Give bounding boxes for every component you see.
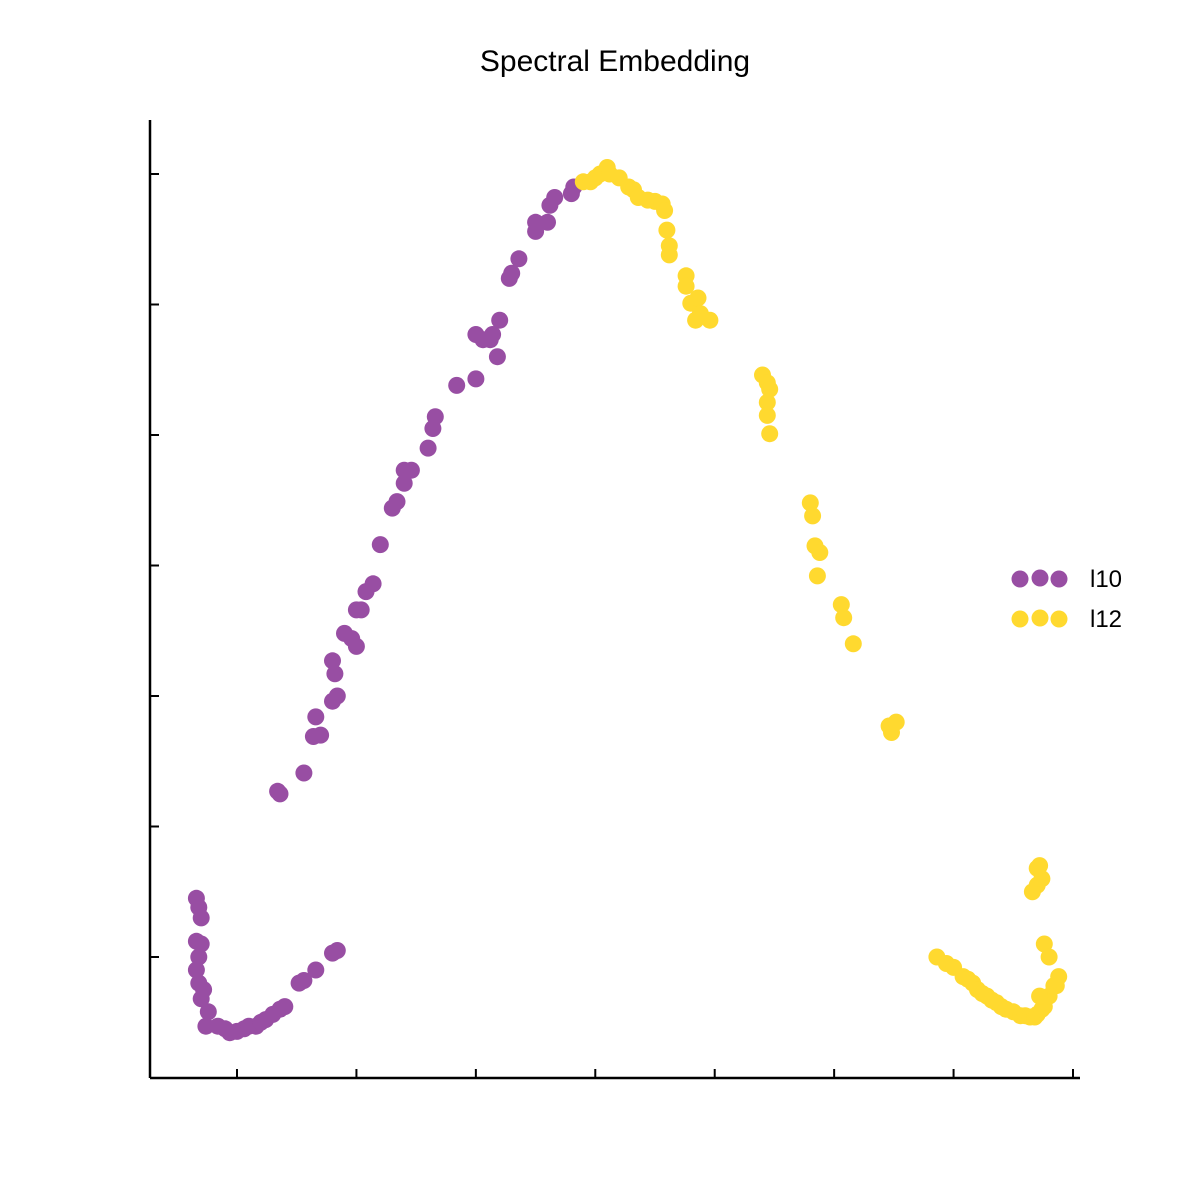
series-l10 — [187, 178, 583, 1042]
legend-marker — [1031, 609, 1049, 627]
data-point — [677, 277, 695, 295]
data-point — [761, 425, 779, 443]
data-point — [190, 948, 208, 966]
data-point — [307, 708, 325, 726]
data-point — [371, 536, 389, 554]
data-point — [658, 221, 676, 239]
data-point — [1040, 948, 1058, 966]
data-point — [419, 439, 437, 457]
data-point — [192, 909, 210, 927]
data-point — [804, 507, 822, 525]
axes — [148, 120, 1080, 1080]
data-point — [488, 348, 506, 366]
data-point — [801, 494, 819, 512]
data-point — [687, 311, 705, 329]
data-point — [660, 246, 678, 264]
data-point — [364, 575, 382, 593]
legend-item-l10: l10 — [1011, 566, 1122, 593]
data-point — [811, 544, 829, 561]
data-point — [448, 376, 466, 394]
data-point — [307, 961, 325, 979]
data-point — [347, 637, 365, 655]
data-point — [844, 635, 862, 653]
legend-label: l10 — [1090, 566, 1122, 593]
data-point — [328, 942, 346, 959]
data-point — [484, 326, 502, 343]
data-points — [187, 159, 1068, 1042]
data-point — [402, 461, 420, 479]
data-point — [192, 990, 210, 1008]
data-point — [758, 393, 776, 411]
legend-marker — [1050, 610, 1068, 628]
data-point — [197, 1017, 215, 1035]
data-point — [701, 311, 719, 329]
data-point — [808, 567, 826, 585]
chart-title: Spectral Embedding — [480, 45, 750, 78]
legend-label: l12 — [1090, 606, 1122, 633]
data-point — [689, 289, 707, 307]
data-point — [1031, 987, 1049, 1005]
data-point — [1047, 977, 1065, 995]
data-point — [467, 370, 485, 388]
data-point — [832, 596, 850, 614]
data-point — [426, 408, 444, 426]
data-point — [295, 972, 313, 989]
data-point — [187, 961, 205, 979]
data-point — [276, 998, 294, 1016]
data-point — [656, 202, 674, 219]
data-point — [388, 493, 406, 511]
data-point — [324, 652, 341, 670]
legend-marker — [1011, 570, 1029, 588]
data-point — [199, 1003, 217, 1021]
data-point — [1028, 859, 1046, 877]
data-point — [546, 189, 564, 206]
data-point — [192, 935, 210, 953]
data-point — [527, 213, 545, 231]
legend-marker — [1050, 570, 1068, 588]
data-point — [887, 713, 905, 731]
data-point — [835, 609, 853, 627]
data-point — [491, 311, 509, 329]
data-point — [510, 250, 528, 268]
data-point — [312, 726, 330, 744]
data-point — [758, 406, 776, 424]
legend-marker — [1011, 610, 1029, 628]
data-point — [328, 687, 346, 705]
data-point — [1035, 935, 1053, 953]
data-point — [295, 764, 313, 782]
data-point — [395, 474, 413, 492]
legend-item-l12: l12 — [1011, 606, 1122, 633]
data-point — [539, 213, 556, 231]
data-point — [352, 601, 370, 619]
data-point — [503, 264, 521, 282]
data-point — [761, 380, 779, 398]
legend-marker — [1031, 569, 1049, 587]
series-l12 — [574, 159, 1068, 1026]
data-point — [271, 785, 289, 803]
data-point — [326, 665, 344, 683]
